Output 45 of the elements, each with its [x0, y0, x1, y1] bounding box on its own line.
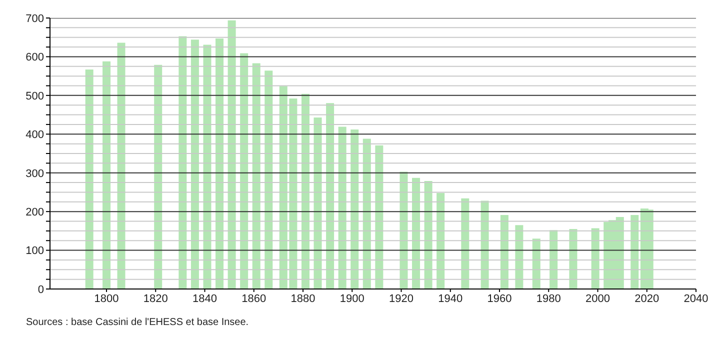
bar [216, 38, 224, 289]
x-tick-label: 1800 [94, 292, 119, 305]
x-tick-label: 1860 [242, 292, 266, 305]
x-tick-label: 1840 [192, 292, 217, 305]
bar [102, 61, 111, 289]
bar [412, 178, 420, 289]
bar [85, 69, 94, 289]
bar [400, 172, 408, 289]
y-tick-label: 200 [26, 206, 44, 218]
bar [264, 70, 273, 289]
x-tick-label: 2040 [684, 292, 708, 305]
bar [326, 103, 334, 289]
x-tick-label: 1980 [536, 292, 561, 305]
x-tick-label: 1960 [487, 292, 512, 305]
bar [240, 53, 248, 289]
x-tick-label: 2020 [634, 292, 660, 305]
x-tick-label: 1880 [290, 292, 316, 305]
bar [228, 20, 236, 289]
bar [362, 138, 371, 289]
x-tick-label: 1900 [340, 292, 364, 305]
bar [178, 36, 187, 289]
x-tick-label: 1820 [143, 292, 168, 305]
x-tick-label: 1940 [438, 292, 463, 305]
y-tick-label: 600 [26, 52, 44, 64]
bar [591, 228, 600, 289]
y-tick-label: 300 [26, 168, 44, 180]
bar [500, 215, 508, 289]
y-tick-label: 700 [26, 12, 44, 25]
bar [203, 44, 212, 289]
bar [338, 126, 346, 289]
bar [515, 225, 524, 289]
y-tick-label: 500 [26, 90, 44, 102]
bar [314, 117, 322, 289]
y-tick-label: 400 [26, 129, 44, 142]
bar [375, 145, 384, 289]
bar [630, 215, 639, 289]
y-tick-label: 100 [26, 245, 44, 258]
x-tick-label: 2000 [586, 292, 610, 305]
bar [350, 129, 359, 289]
bar [436, 192, 445, 289]
bar [117, 42, 126, 289]
source-note: Sources : base Cassini de l'EHESS et base Insee. [26, 317, 250, 328]
y-tick-label: 0 [38, 284, 44, 296]
x-tick-label: 1920 [389, 292, 414, 305]
bar [190, 40, 199, 289]
